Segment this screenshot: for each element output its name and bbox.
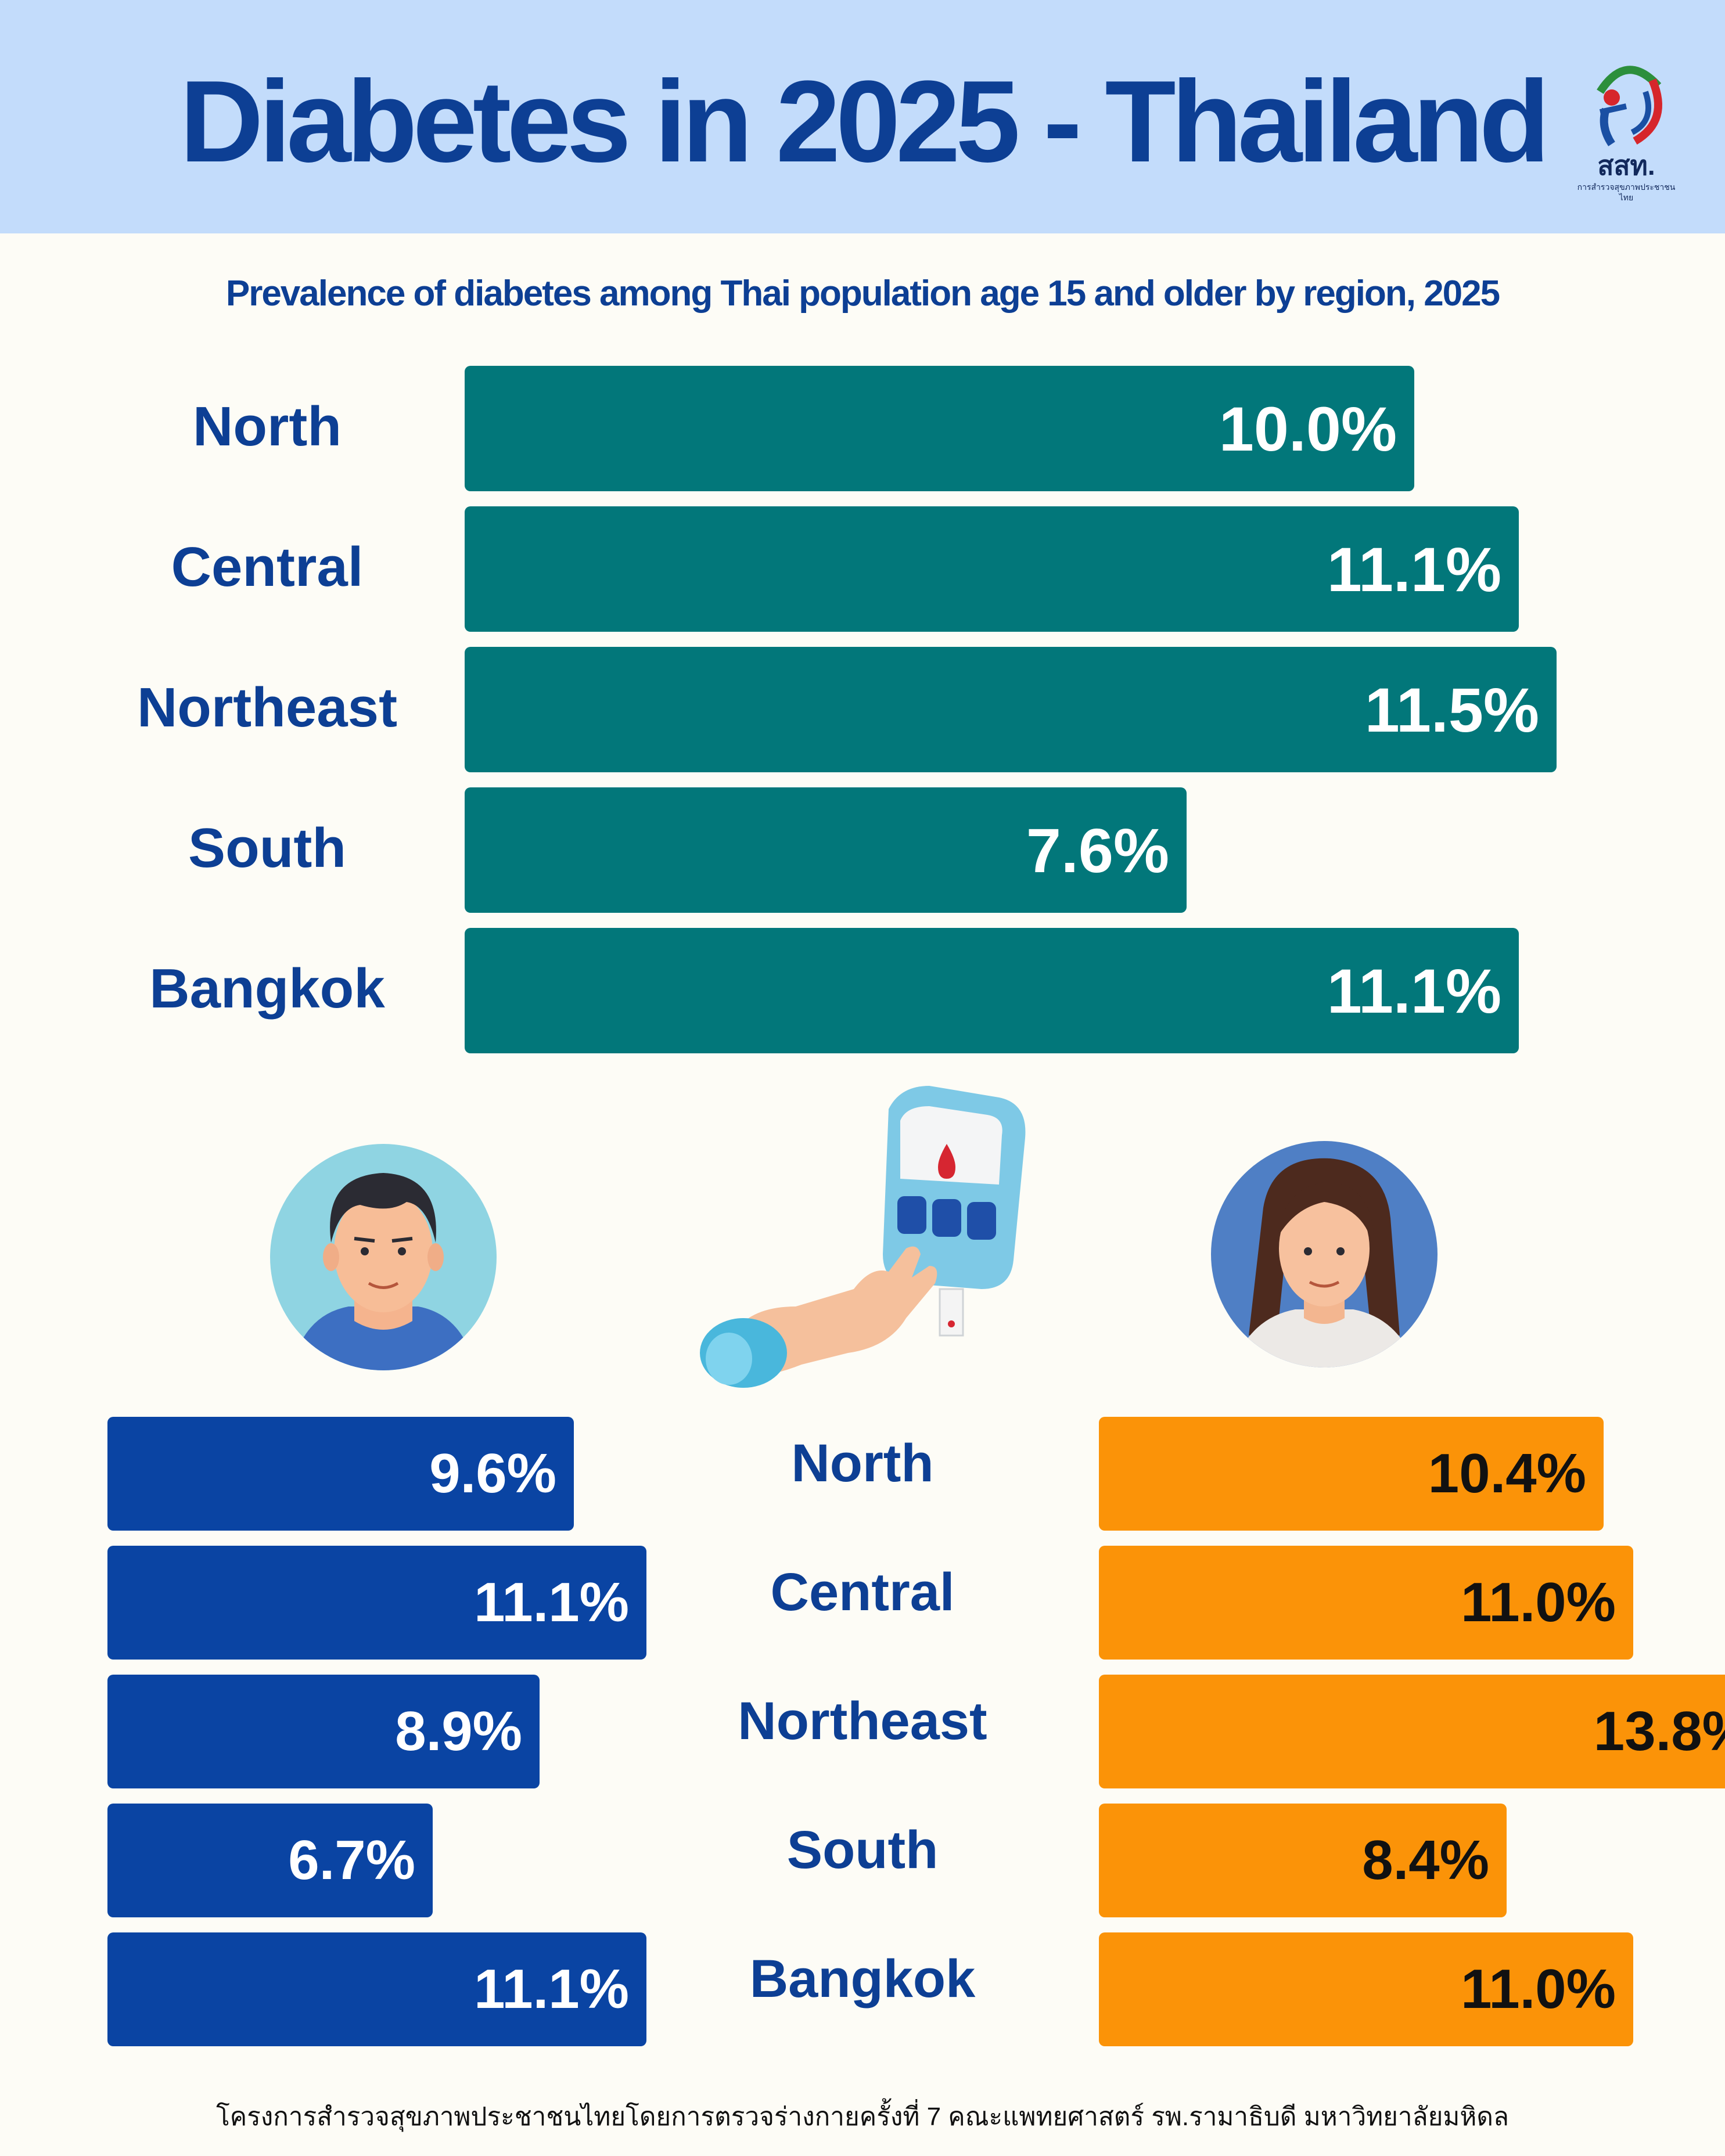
- logo-text: สสท.: [1597, 150, 1655, 181]
- region-label-north: North: [193, 395, 342, 458]
- sex-region-label-south: South: [786, 1820, 939, 1880]
- male-avatar-icon: [270, 1144, 497, 1370]
- female-avatar-icon: [1211, 1141, 1438, 1367]
- chart-subtitle: Prevalence of diabetes among Thai popula…: [225, 273, 1500, 314]
- logo-subtext: การสำรวจสุขภาพประชาชนไทย: [1577, 182, 1676, 202]
- male-bar-south: 6.7%: [107, 1804, 433, 1917]
- total-bar-north: 10.0%: [465, 366, 1414, 491]
- female-bar-bangkok: 11.0%: [1099, 1932, 1633, 2046]
- glucometer-icon: [700, 1086, 1026, 1388]
- region-label-bangkok: Bangkok: [149, 958, 385, 1020]
- sex-region-label-north: North: [791, 1434, 934, 1493]
- total-bar-south: 7.6%: [465, 787, 1187, 913]
- header-banner: [0, 0, 1725, 233]
- female-bar-south: 8.4%: [1099, 1804, 1507, 1917]
- male-bar-northeast: 8.9%: [107, 1675, 540, 1788]
- sex-region-label-central: Central: [770, 1563, 955, 1622]
- region-label-south: South: [188, 817, 346, 879]
- total-bar-central: 11.1%: [465, 506, 1519, 632]
- logo-icon: [1597, 66, 1662, 146]
- female-bar-central: 11.0%: [1099, 1546, 1633, 1660]
- female-bar-northeast: 13.8%: [1099, 1675, 1725, 1788]
- male-bar-bangkok: 11.1%: [107, 1932, 646, 2046]
- sex-region-label-northeast: Northeast: [738, 1691, 987, 1751]
- region-label-central: Central: [171, 536, 364, 598]
- region-label-northeast: Northeast: [136, 676, 398, 739]
- total-bar-northeast: 11.5%: [465, 647, 1557, 772]
- female-bar-north: 10.4%: [1099, 1417, 1604, 1531]
- logo: สสท. การสำรวจสุขภาพประชาชนไทย: [1577, 57, 1676, 202]
- male-bar-north: 9.6%: [107, 1417, 574, 1531]
- sex-region-label-bangkok: Bangkok: [749, 1949, 976, 2009]
- total-bar-bangkok: 11.1%: [465, 928, 1519, 1053]
- male-bar-central: 11.1%: [107, 1546, 646, 1660]
- source-footer: โครงการสำรวจสุขภาพประชาชนไทยโดยการตรวจร่…: [216, 2103, 1509, 2131]
- page-title: Diabetes in 2025 - Thailand: [179, 57, 1550, 186]
